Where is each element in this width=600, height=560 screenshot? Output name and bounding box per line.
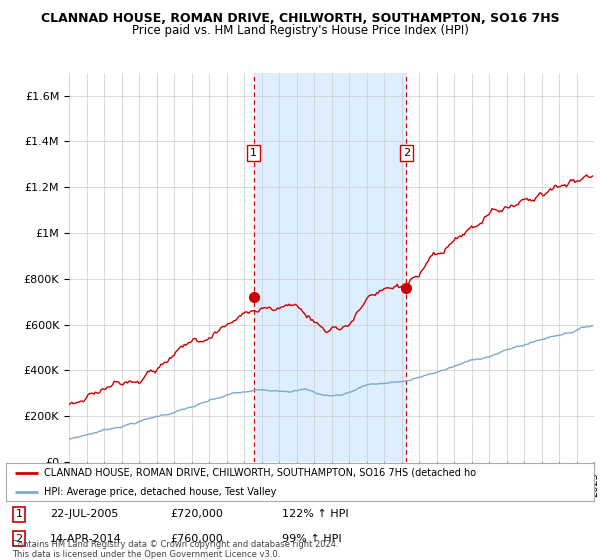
Text: CLANNAD HOUSE, ROMAN DRIVE, CHILWORTH, SOUTHAMPTON, SO16 7HS: CLANNAD HOUSE, ROMAN DRIVE, CHILWORTH, S… — [41, 12, 559, 25]
Text: 2: 2 — [403, 148, 410, 158]
Text: 14-APR-2014: 14-APR-2014 — [50, 534, 122, 544]
Text: Price paid vs. HM Land Registry's House Price Index (HPI): Price paid vs. HM Land Registry's House … — [131, 24, 469, 36]
Text: Contains HM Land Registry data © Crown copyright and database right 2024.
This d: Contains HM Land Registry data © Crown c… — [12, 540, 338, 559]
Text: £720,000: £720,000 — [170, 510, 224, 519]
Text: 99% ↑ HPI: 99% ↑ HPI — [283, 534, 342, 544]
Text: £760,000: £760,000 — [170, 534, 223, 544]
Text: 1: 1 — [250, 148, 257, 158]
Text: 122% ↑ HPI: 122% ↑ HPI — [283, 510, 349, 519]
Text: CLANNAD HOUSE, ROMAN DRIVE, CHILWORTH, SOUTHAMPTON, SO16 7HS (detached ho: CLANNAD HOUSE, ROMAN DRIVE, CHILWORTH, S… — [44, 468, 476, 478]
Bar — [254, 73, 406, 462]
Text: 1: 1 — [16, 510, 22, 519]
Text: HPI: Average price, detached house, Test Valley: HPI: Average price, detached house, Test… — [44, 487, 277, 497]
Text: 22-JUL-2005: 22-JUL-2005 — [50, 510, 118, 519]
Text: 2: 2 — [16, 534, 22, 544]
